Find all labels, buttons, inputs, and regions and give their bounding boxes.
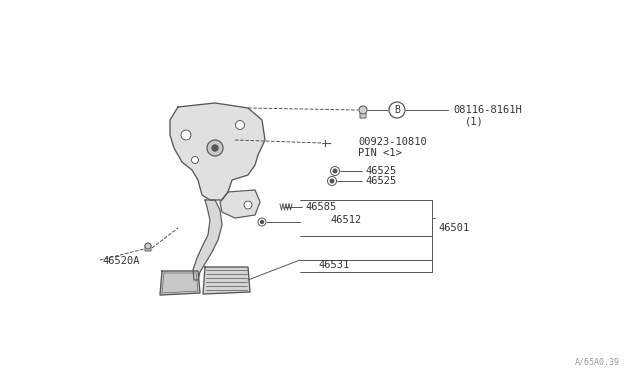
Text: B: B xyxy=(394,105,400,115)
Circle shape xyxy=(359,106,367,114)
Text: 46531: 46531 xyxy=(318,260,349,270)
Polygon shape xyxy=(160,271,200,295)
FancyBboxPatch shape xyxy=(360,110,366,118)
Text: 46520A: 46520A xyxy=(102,256,140,266)
Polygon shape xyxy=(220,190,260,218)
Circle shape xyxy=(191,157,198,164)
Circle shape xyxy=(145,243,151,249)
Polygon shape xyxy=(203,267,250,294)
Text: 46512: 46512 xyxy=(330,215,361,225)
FancyBboxPatch shape xyxy=(145,245,151,251)
Text: A/65A0.39: A/65A0.39 xyxy=(575,357,620,366)
Circle shape xyxy=(181,130,191,140)
Polygon shape xyxy=(170,103,265,200)
Text: (1): (1) xyxy=(465,117,484,127)
Text: 00923-10810: 00923-10810 xyxy=(358,137,427,147)
Circle shape xyxy=(333,169,337,173)
Circle shape xyxy=(244,201,252,209)
Circle shape xyxy=(212,145,218,151)
Polygon shape xyxy=(193,200,222,280)
Text: 46525: 46525 xyxy=(365,166,396,176)
Text: 08116-8161H: 08116-8161H xyxy=(453,105,522,115)
Circle shape xyxy=(328,176,337,186)
Circle shape xyxy=(260,221,264,224)
Circle shape xyxy=(330,167,339,176)
Text: 46525: 46525 xyxy=(365,176,396,186)
Circle shape xyxy=(207,140,223,156)
Circle shape xyxy=(236,121,244,129)
Text: 46501: 46501 xyxy=(438,223,469,233)
Text: 46585: 46585 xyxy=(305,202,336,212)
Circle shape xyxy=(389,102,405,118)
Text: PIN <1>: PIN <1> xyxy=(358,148,402,158)
Circle shape xyxy=(258,218,266,226)
Circle shape xyxy=(330,179,334,183)
